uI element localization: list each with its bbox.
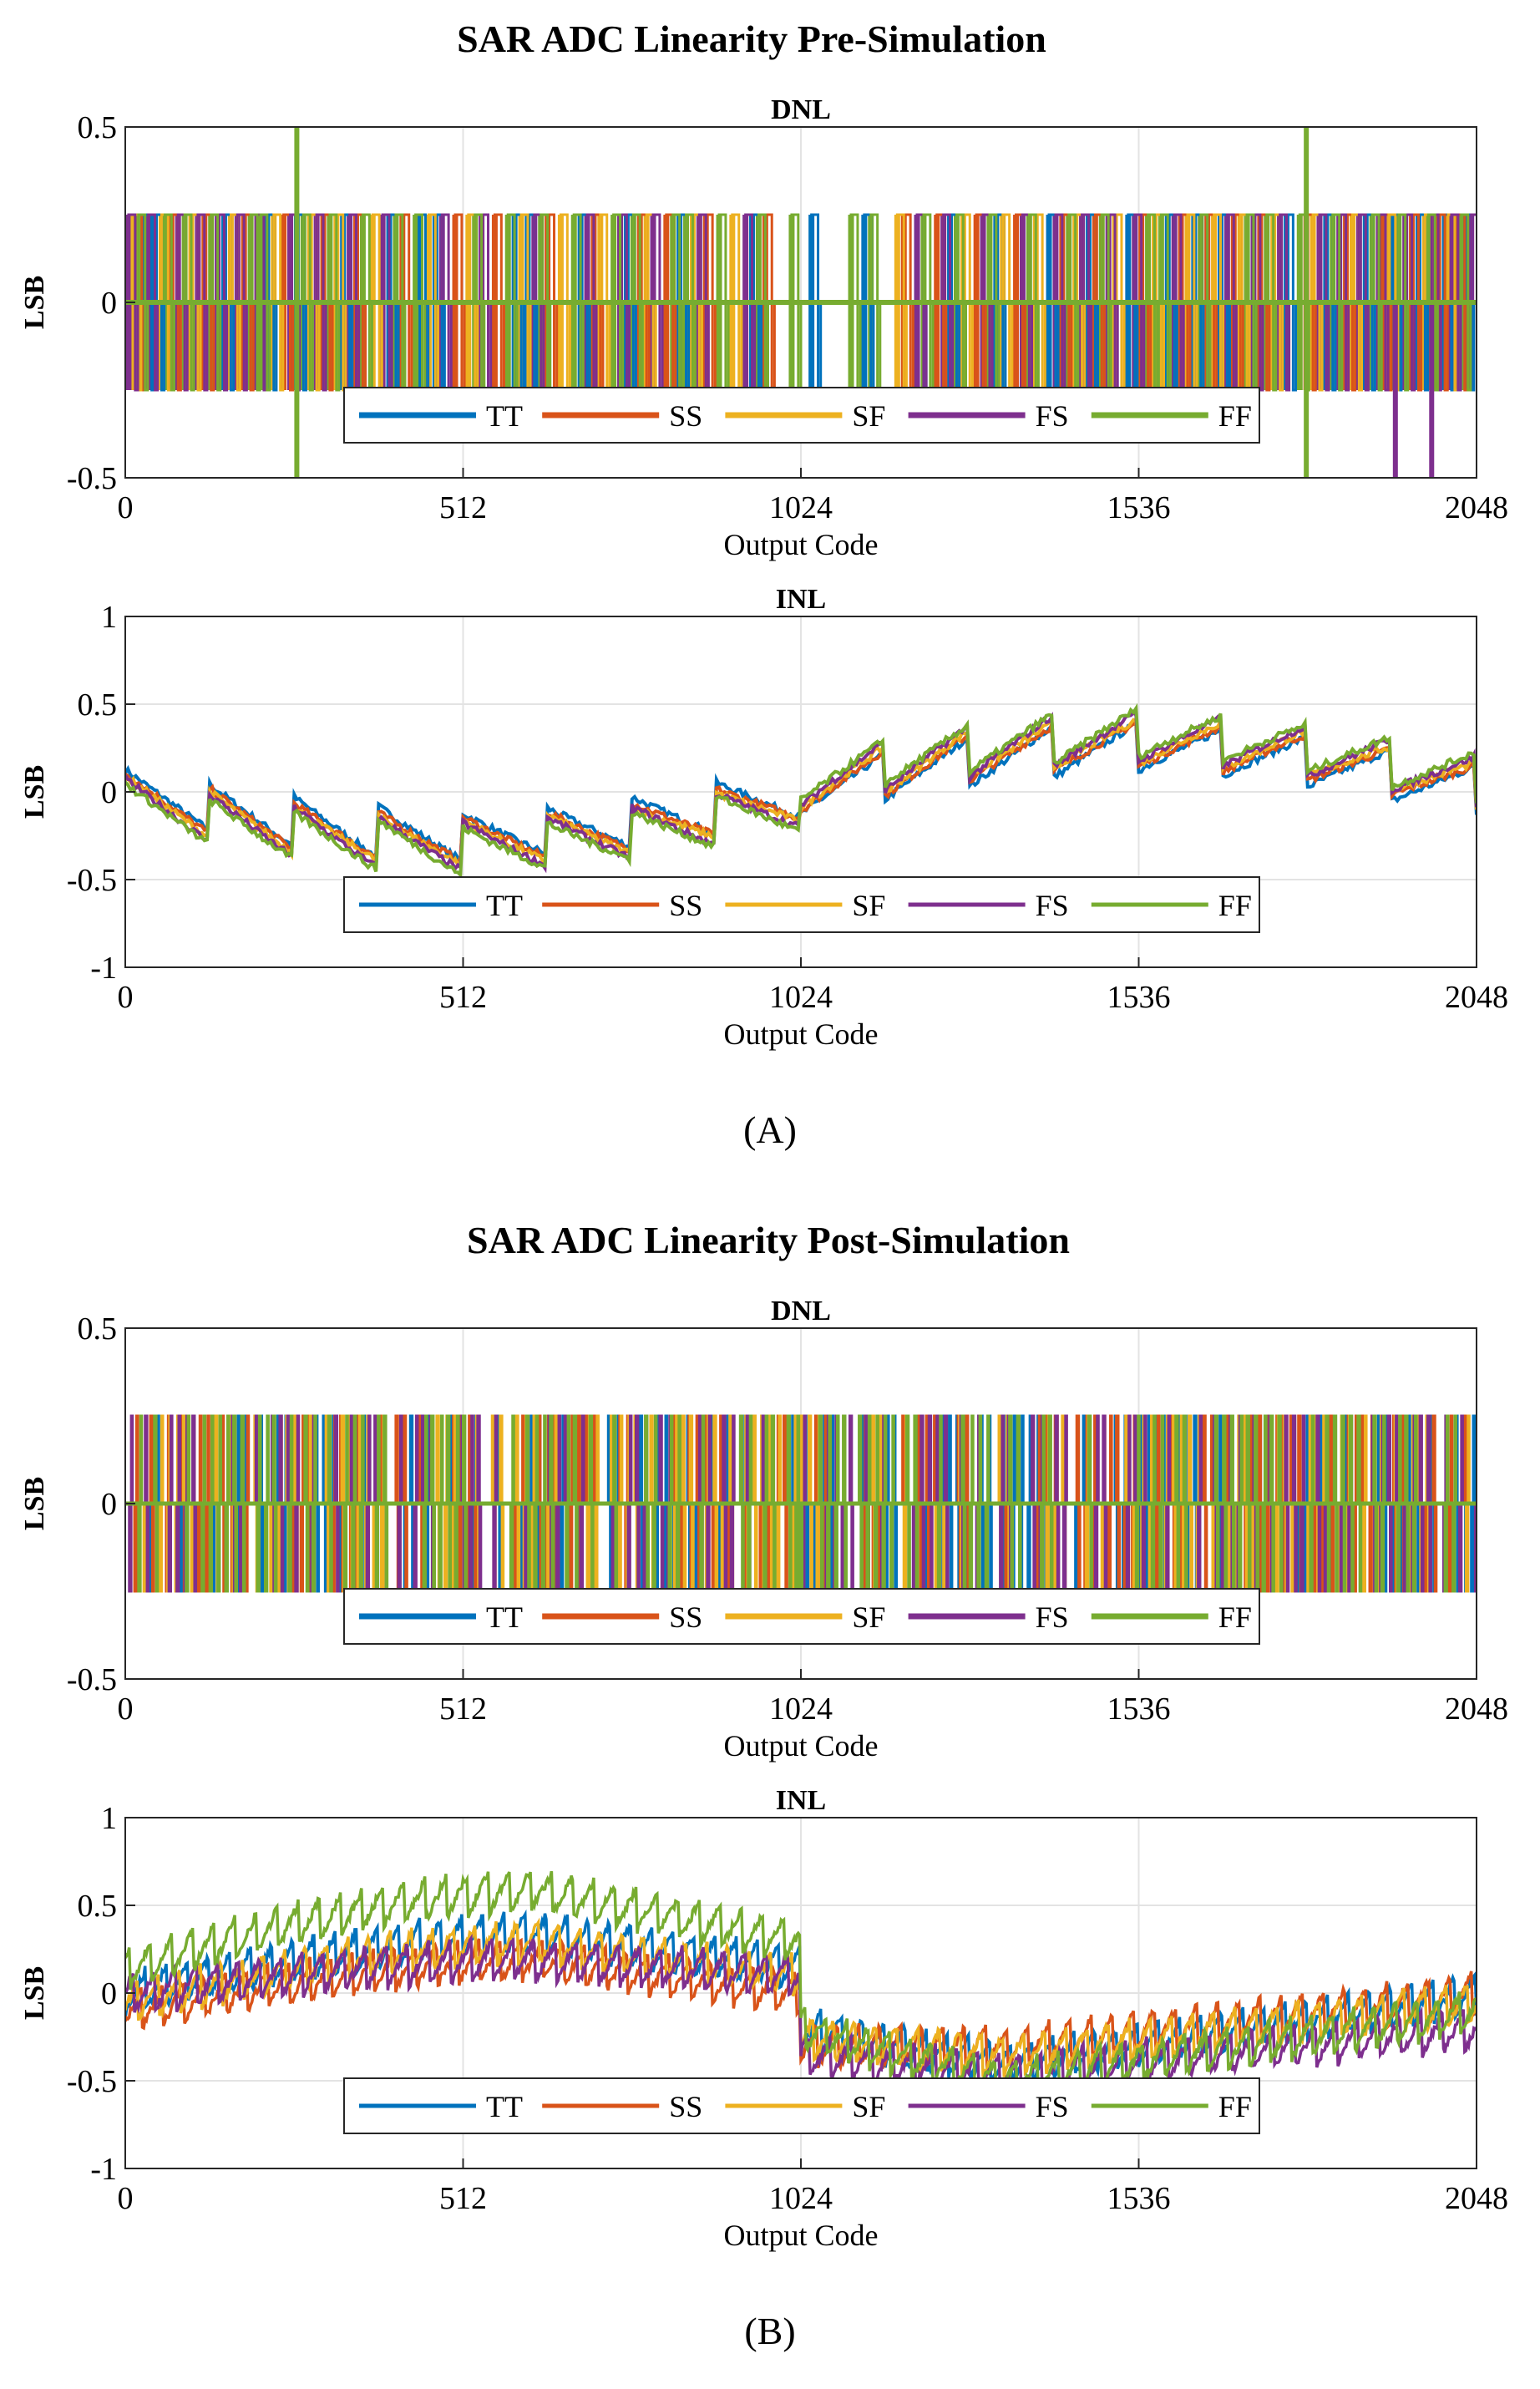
- x-tick-label: 2048: [1445, 1692, 1508, 1727]
- x-tick-label: 1024: [769, 490, 833, 525]
- y-tick-label: 0.5: [78, 1311, 118, 1347]
- x-tick-label: 2048: [1445, 490, 1508, 525]
- y-tick-label: 0.5: [78, 687, 118, 723]
- y-tick-label: 0.5: [78, 110, 118, 145]
- x-tick-label: 1536: [1107, 980, 1171, 1015]
- plot-area: [125, 1870, 1477, 2106]
- x-tick-label: 2048: [1445, 2181, 1508, 2216]
- y-tick-label: 0: [101, 286, 117, 321]
- legend-label-ff: FF: [1218, 1600, 1252, 1634]
- plot-area: [125, 1414, 1477, 1626]
- y-axis-label: LSB: [19, 276, 50, 329]
- legend-label-tt: TT: [486, 889, 523, 922]
- x-tick-label: 512: [439, 2181, 487, 2216]
- y-tick-label: -0.5: [67, 863, 117, 898]
- axes-title: INL: [776, 584, 826, 615]
- x-tick-label: 0: [118, 1692, 134, 1727]
- y-tick-label: 0.5: [78, 1889, 118, 1924]
- x-tick-label: 0: [118, 490, 134, 525]
- plot-area: [125, 702, 1477, 880]
- inl-series-ff: [125, 702, 1477, 880]
- x-tick-label: 1024: [769, 980, 833, 1015]
- inl-series-ff: [125, 1870, 1477, 2106]
- x-axis-label: Output Code: [724, 1729, 879, 1763]
- y-tick-label: -1: [90, 2152, 117, 2187]
- x-tick-label: 512: [439, 490, 487, 525]
- legend-label-ff: FF: [1218, 2090, 1252, 2123]
- legend-label-fs: FS: [1036, 889, 1069, 922]
- y-tick-label: 0: [101, 1976, 117, 2011]
- x-tick-label: 1536: [1107, 490, 1171, 525]
- y-axis-label: LSB: [19, 765, 50, 819]
- x-tick-label: 1024: [769, 1692, 833, 1727]
- axes-title: DNL: [771, 94, 831, 125]
- y-axis-label: LSB: [19, 1477, 50, 1530]
- x-tick-label: 1024: [769, 2181, 833, 2216]
- y-tick-label: 0: [101, 1487, 117, 1522]
- legend-label-tt: TT: [486, 399, 523, 433]
- inl-series-fs: [125, 1933, 1477, 2096]
- suptitle-pre: SAR ADC Linearity Pre-Simulation: [457, 18, 1046, 60]
- y-tick-label: 0: [101, 775, 117, 810]
- legend-label-fs: FS: [1036, 1600, 1069, 1634]
- legend-label-sf: SF: [852, 399, 885, 433]
- x-axis-label: Output Code: [724, 2219, 879, 2252]
- x-tick-label: 512: [439, 1692, 487, 1727]
- legend-label-ss: SS: [669, 1600, 702, 1634]
- x-axis-label: Output Code: [724, 1017, 879, 1051]
- legend-label-ff: FF: [1218, 399, 1252, 433]
- legend-label-tt: TT: [486, 1600, 523, 1634]
- y-axis-label: LSB: [19, 1966, 50, 2020]
- legend-label-tt: TT: [486, 2090, 523, 2123]
- y-tick-label: 1: [101, 600, 117, 635]
- legend-label-sf: SF: [852, 889, 885, 922]
- legend-label-fs: FS: [1036, 399, 1069, 433]
- legend-label-ss: SS: [669, 2090, 702, 2123]
- plot-area: [125, 127, 1477, 478]
- x-tick-label: 0: [118, 980, 134, 1015]
- x-tick-label: 1536: [1107, 1692, 1171, 1727]
- x-tick-label: 512: [439, 980, 487, 1015]
- legend-label-ff: FF: [1218, 889, 1252, 922]
- axes-title: DNL: [771, 1296, 831, 1326]
- y-tick-label: -0.5: [67, 1662, 117, 1697]
- y-tick-label: -1: [90, 951, 117, 986]
- x-tick-label: 1536: [1107, 2181, 1171, 2216]
- axes-title: INL: [776, 1785, 826, 1816]
- x-tick-label: 0: [118, 2181, 134, 2216]
- y-tick-label: -0.5: [67, 2064, 117, 2099]
- panel-label-a: (A): [743, 1108, 797, 1151]
- x-axis-label: Output Code: [724, 528, 879, 561]
- legend-label-sf: SF: [852, 2090, 885, 2123]
- legend-label-ss: SS: [669, 889, 702, 922]
- panel-label-b: (B): [744, 2310, 795, 2352]
- y-tick-label: 1: [101, 1801, 117, 1836]
- y-tick-label: -0.5: [67, 461, 117, 496]
- legend-label-sf: SF: [852, 1600, 885, 1634]
- legend-label-ss: SS: [669, 399, 702, 433]
- suptitle-post: SAR ADC Linearity Post-Simulation: [467, 1219, 1070, 1261]
- legend-label-fs: FS: [1036, 2090, 1069, 2123]
- x-tick-label: 2048: [1445, 980, 1508, 1015]
